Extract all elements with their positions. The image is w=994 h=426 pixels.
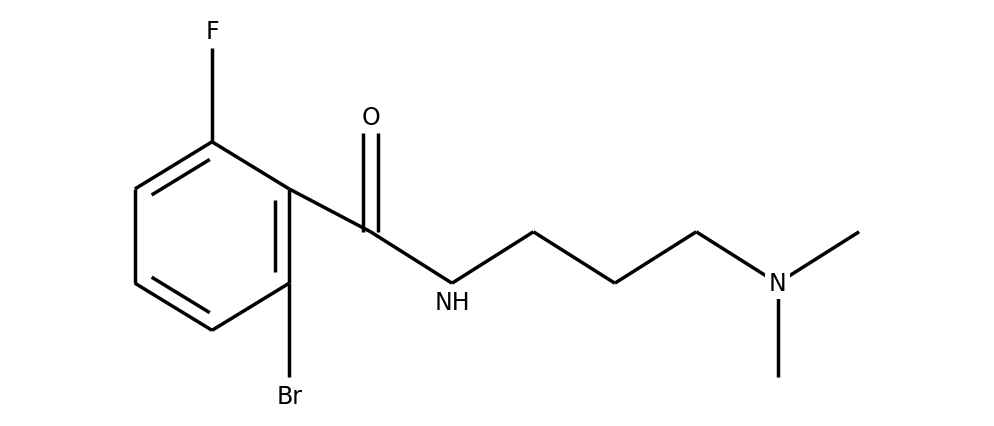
Text: N: N [768,271,786,296]
Text: F: F [205,20,219,44]
Text: Br: Br [276,384,302,409]
Text: NH: NH [434,291,470,314]
Text: O: O [361,106,380,130]
